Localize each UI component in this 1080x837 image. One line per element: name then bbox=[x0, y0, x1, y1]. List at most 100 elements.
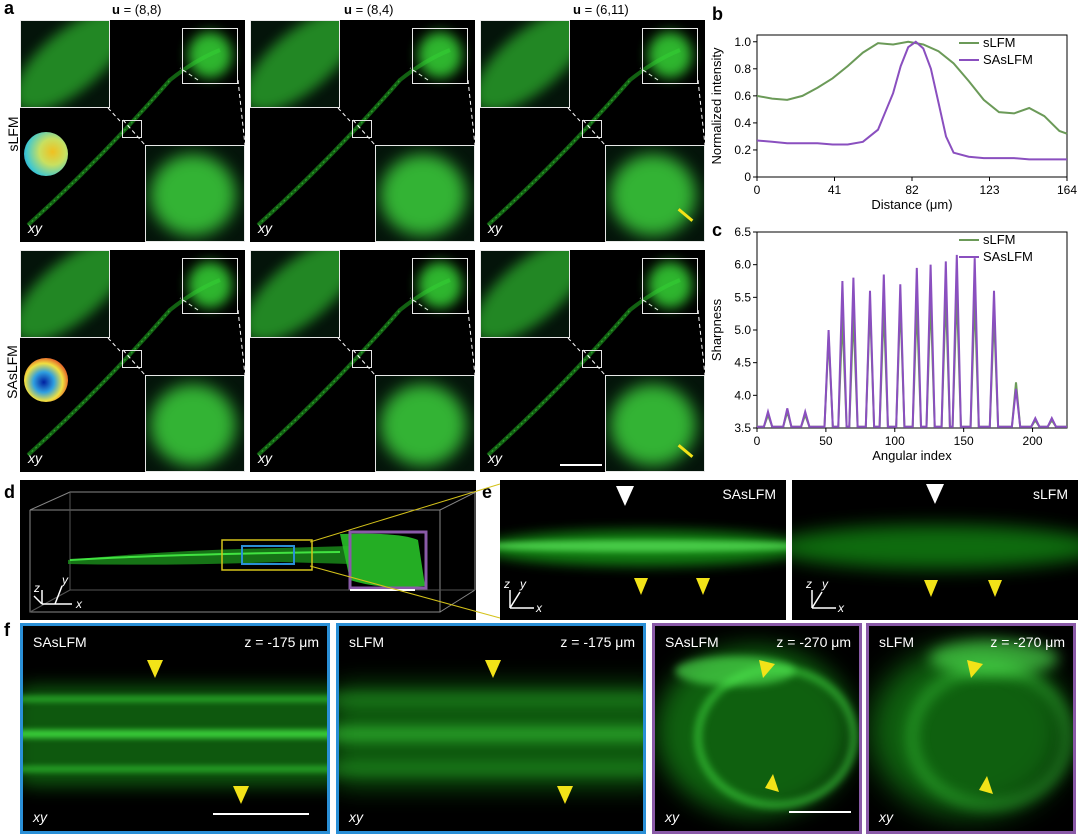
fish-image-tile: xy bbox=[250, 250, 475, 472]
e-method-label-1: SAsLFM bbox=[722, 486, 776, 502]
f-depth-label: z = -270 μm bbox=[776, 634, 851, 650]
head-inset bbox=[605, 145, 705, 242]
white-arrowhead bbox=[616, 486, 634, 506]
yellow-arrowhead bbox=[924, 580, 938, 597]
y-tick-label: 0.6 bbox=[734, 89, 751, 103]
zoom-box-body bbox=[122, 350, 142, 368]
plane-label: xy bbox=[258, 450, 272, 466]
yellow-arrowhead bbox=[233, 786, 249, 804]
panel-letter-e: e bbox=[482, 482, 493, 502]
zoom-box-body bbox=[582, 350, 602, 368]
y-tick-label: 3.5 bbox=[734, 421, 751, 435]
series-line-saslfm bbox=[757, 254, 1067, 428]
column-title-3: u = (6,11) bbox=[573, 2, 629, 17]
svg-text:y: y bbox=[61, 573, 69, 587]
yellow-arrowhead bbox=[988, 580, 1002, 597]
xz-projection-saslfm: SAsLFM z y x bbox=[500, 480, 786, 620]
svg-text:z: z bbox=[503, 577, 510, 591]
y-tick-label: 5.0 bbox=[734, 323, 751, 337]
e-method-label-2: sLFM bbox=[1033, 486, 1068, 502]
f-depth-label: z = -175 μm bbox=[560, 634, 635, 650]
y-tick-label: 0.4 bbox=[734, 116, 751, 130]
y-tick-label: 6.0 bbox=[734, 258, 751, 272]
plane-label: xy bbox=[28, 450, 42, 466]
f-method-label: SAsLFM bbox=[665, 634, 719, 650]
fish-image-tile: xy bbox=[20, 250, 245, 472]
plane-label: xy bbox=[665, 809, 679, 825]
svg-text:y: y bbox=[821, 577, 829, 591]
x-tick-label: 164 bbox=[1057, 183, 1077, 197]
zoom-box-body bbox=[352, 120, 372, 138]
detail-image-tile: SAsLFM z = -270 μm xy bbox=[652, 623, 862, 834]
detail-image-tile: sLFM z = -270 μm xy bbox=[866, 623, 1076, 834]
plane-label: xy bbox=[28, 220, 42, 236]
head-inset bbox=[605, 375, 705, 472]
wavefront-colormap-disc bbox=[24, 132, 68, 176]
x-tick-label: 123 bbox=[979, 183, 999, 197]
y-axis-label: Sharpness bbox=[709, 298, 724, 361]
svg-text:x: x bbox=[75, 597, 83, 611]
fish-image-tile: xy bbox=[20, 20, 245, 242]
legend-label: SAsLFM bbox=[983, 52, 1033, 67]
y-tick-label: 4.5 bbox=[734, 356, 751, 370]
head-inset bbox=[375, 145, 475, 242]
fish-image-tile: xy bbox=[480, 250, 705, 472]
panel-letter-a: a bbox=[4, 0, 15, 18]
y-tick-label: 0.2 bbox=[734, 143, 751, 157]
row-label-slfm: sLFM bbox=[5, 116, 21, 152]
plane-label: xy bbox=[488, 220, 502, 236]
plane-label: xy bbox=[488, 450, 502, 466]
yellow-arrowhead bbox=[147, 660, 163, 678]
svg-text:z: z bbox=[33, 581, 40, 595]
series-line-slfm bbox=[756, 40, 1068, 135]
x-axis-label: Distance (μm) bbox=[871, 197, 952, 212]
detail-image-tile: sLFM z = -175 μm xy bbox=[336, 623, 646, 834]
zoom-guide-lines bbox=[309, 483, 501, 619]
white-arrowhead bbox=[926, 484, 944, 504]
yellow-arrowhead bbox=[634, 578, 648, 595]
zoom-box-head bbox=[642, 258, 698, 314]
volume-bounding-box: z y x bbox=[29, 491, 476, 613]
legend-label: SAsLFM bbox=[983, 249, 1033, 264]
svg-text:x: x bbox=[837, 601, 845, 615]
f-depth-label: z = -175 μm bbox=[244, 634, 319, 650]
y-tick-label: 5.5 bbox=[734, 290, 751, 304]
f-depth-label: z = -270 μm bbox=[990, 634, 1065, 650]
y-tick-label: 0 bbox=[744, 170, 751, 184]
blue-roi-box bbox=[241, 545, 295, 565]
fish-image-tile: xy bbox=[250, 20, 475, 242]
x-tick-label: 100 bbox=[885, 434, 905, 448]
y-tick-label: 0.8 bbox=[734, 62, 751, 76]
yellow-arrowhead bbox=[485, 660, 501, 678]
sharpness-chart: 0 50 100 150 200 3.5 4.0 4.5 5.0 5.5 6.0 6.5 Angular… bbox=[709, 225, 1068, 463]
x-tick-label: 0 bbox=[754, 434, 761, 448]
x-tick-label: 150 bbox=[954, 434, 974, 448]
f-method-label: sLFM bbox=[349, 634, 384, 650]
zoom-box-body bbox=[122, 120, 142, 138]
scale-bar bbox=[560, 464, 602, 466]
panel-letter-c: c bbox=[712, 220, 723, 240]
series-line-saslfm bbox=[756, 40, 1067, 161]
x-tick-label: 0 bbox=[754, 183, 761, 197]
head-inset bbox=[375, 375, 475, 472]
yellow-arrowhead bbox=[696, 578, 710, 595]
f-method-label: SAsLFM bbox=[33, 634, 87, 650]
zoom-box-head bbox=[412, 28, 468, 84]
body-inset bbox=[480, 20, 570, 108]
yellow-arrowhead bbox=[557, 786, 573, 804]
purple-roi-box bbox=[348, 530, 428, 590]
y-tick-label: 4.0 bbox=[734, 388, 751, 402]
yellow-roi-box bbox=[221, 539, 313, 571]
zoom-box-head bbox=[642, 28, 698, 84]
panel-letter-f: f bbox=[4, 620, 10, 640]
y-axis-label: Normalized intensity bbox=[709, 47, 724, 165]
body-inset bbox=[20, 250, 110, 338]
zoom-box-head bbox=[182, 28, 238, 84]
y-tick-label: 1.0 bbox=[734, 35, 751, 49]
svg-text:y: y bbox=[519, 577, 527, 591]
plane-label: xy bbox=[879, 809, 893, 825]
x-tick-label: 41 bbox=[828, 183, 842, 197]
legend-label: sLFM bbox=[983, 35, 1016, 50]
column-title-2: u = (8,4) bbox=[344, 2, 394, 17]
zoom-box-body bbox=[352, 350, 372, 368]
